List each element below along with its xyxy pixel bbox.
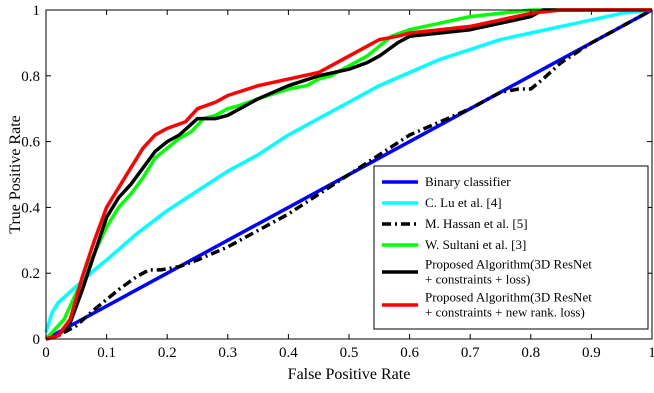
legend: Binary classifier C. Lu et al. [4] M. Hass… (373, 165, 649, 330)
legend-label-4: W. Sultani et al. [3] (425, 237, 526, 252)
y-tick-label: 0.8 (21, 69, 40, 85)
legend-label-5: + constraints + loss) (425, 272, 530, 287)
legend-label-2: C. Lu et al. [4] (425, 195, 502, 210)
legend-label-5: Proposed Algorithm(3D ResNet (425, 257, 592, 272)
series-line-6 (45, 8, 652, 341)
series-line-2 (44, 8, 653, 333)
x-tick-label: 1 (648, 345, 654, 361)
y-tick-label: 0.2 (21, 266, 40, 282)
legend-label-6: + constraints + new rank. loss) (425, 305, 585, 320)
x-tick-label: 0 (42, 345, 50, 361)
y-tick-label: 1 (33, 3, 41, 19)
x-tick-label: 0.4 (279, 345, 298, 361)
y-tick-label: 0 (33, 332, 41, 348)
y-tick-label: 0.4 (21, 200, 40, 216)
legend-label-6: Proposed Algorithm(3D ResNet (425, 290, 592, 305)
series-line-5 (45, 8, 652, 341)
legend-box (373, 165, 649, 330)
legend-label-3: M. Hassan et al. [5] (425, 216, 528, 231)
x-tick-label: 0.8 (521, 345, 540, 361)
x-tick-label: 0.7 (461, 345, 480, 361)
legend-label-1: Binary classifier (425, 174, 511, 189)
y-axis-label: True Positive Rate (7, 115, 24, 234)
x-tick-label: 0.1 (97, 345, 116, 361)
x-tick-label: 0.9 (582, 345, 601, 361)
series-line-3 (45, 8, 653, 341)
series-line-4 (44, 8, 652, 341)
series-layer (44, 8, 653, 341)
x-tick-label: 0.6 (400, 345, 419, 361)
x-tick-label: 0.2 (158, 345, 177, 361)
ticks-layer: 0 0.1 0.2 0.3 0.4 0.5 0.6 0.7 0.8 0.9 1 0 0.2 0.4 0.6 0… (21, 3, 654, 361)
x-axis-label: False Positive Rate (288, 366, 411, 383)
x-tick-label: 0.3 (218, 345, 237, 361)
y-tick-label: 0.6 (21, 135, 40, 151)
x-tick-label: 0.5 (340, 345, 359, 361)
